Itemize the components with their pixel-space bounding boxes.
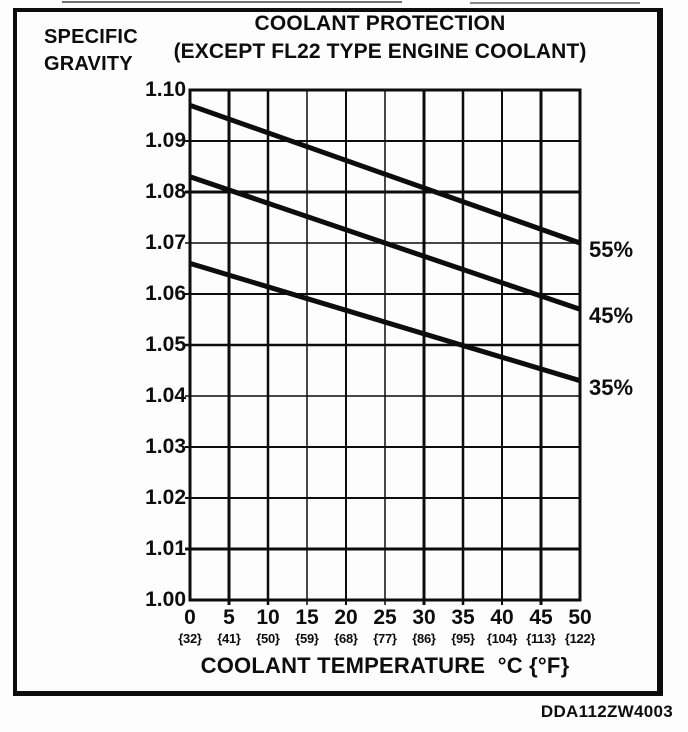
x-axis-title: COOLANT TEMPERATURE °C {°F} [200,653,570,678]
scan-artifact [62,1,402,3]
series-label-45: 45% [589,303,634,329]
y-tick-label: 1.06 [145,282,186,305]
x-tick-label-fahrenheit: {86} [412,631,436,646]
x-tick-label-celsius: 25 [373,606,397,629]
series-line-35 [189,261,581,384]
x-tick-label-fahrenheit: {50} [256,631,280,646]
x-tick-label-celsius: 15 [295,606,319,629]
y-axis-title: SPECIFIC GRAVITY [44,26,138,75]
y-tick-label: 1.10 [145,78,186,101]
y-tick-label: 1.07 [145,231,186,254]
chart-title: COOLANT PROTECTION [254,12,506,35]
x-tick-label-fahrenheit: {41} [217,631,241,646]
series-label-35: 35% [589,374,634,400]
x-tick-label-fahrenheit: {32} [178,631,202,646]
x-tick-label-fahrenheit: {68} [334,631,358,646]
y-tick-label: 1.01 [145,537,186,560]
figure-border [13,8,663,696]
x-tick-label-fahrenheit: {95} [451,631,475,646]
series-line-55 [189,102,581,246]
x-tick-label-fahrenheit: {113} [526,631,556,646]
x-tick-label-celsius: 50 [568,606,592,629]
scan-artifact [470,2,640,4]
y-tick-label: 1.03 [145,435,186,458]
x-tick-label-celsius: 40 [490,606,514,629]
plot-border [188,88,582,602]
x-tick-label-celsius: 20 [334,606,358,629]
x-tick-label-celsius: 45 [529,606,553,629]
x-tick-label-celsius: 35 [451,606,475,629]
x-tick-label-celsius: 5 [223,606,235,629]
x-tick-label-celsius: 30 [412,606,436,629]
x-tick-label-fahrenheit: {104} [486,631,518,646]
x-tick-label-celsius: 0 [184,606,196,629]
y-tick-label: 1.04 [145,384,186,407]
chart-subtitle: (EXCEPT FL22 TYPE ENGINE COOLANT) [173,40,587,63]
x-tick-label-celsius: 10 [256,606,280,629]
y-tick-label: 1.00 [145,588,186,611]
y-tick-label: 1.02 [145,486,186,509]
y-tick-label: 1.08 [145,180,186,203]
y-tick-label: 1.09 [145,129,186,152]
x-tick-label-fahrenheit: {59} [295,631,319,646]
series-label-55: 55% [589,237,634,262]
x-tick-label-fahrenheit: {122} [564,631,596,646]
series-line-45 [189,174,581,312]
document-code: DDA112ZW4003 [540,702,673,721]
x-tick-label-fahrenheit: {77} [373,631,397,646]
y-tick-label: 1.05 [145,333,186,356]
